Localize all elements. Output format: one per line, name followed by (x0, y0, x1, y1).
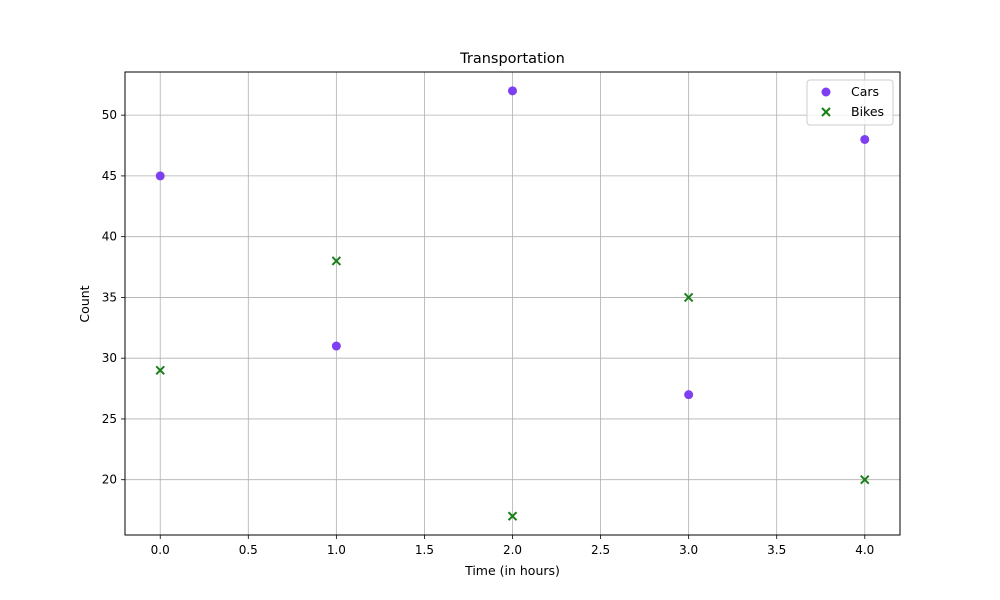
x-tick-label: 3.5 (767, 543, 786, 557)
y-tick-label: 40 (102, 230, 117, 244)
data-points (155, 86, 870, 521)
axes-frame (124, 71, 901, 536)
y-tick-label: 50 (102, 108, 117, 122)
x-tick-label: 2.5 (591, 543, 610, 557)
grid (125, 72, 900, 535)
legend-label-bikes: Bikes (851, 104, 884, 119)
series-bikes (155, 256, 870, 521)
bike-point (331, 256, 342, 266)
legend: Cars Bikes (806, 79, 894, 126)
x-tick-label: 4.0 (855, 543, 874, 557)
y-tick-label: 25 (102, 412, 117, 426)
x-tick-label: 2.0 (503, 543, 522, 557)
car-point (155, 171, 165, 181)
car-point (860, 134, 870, 144)
bike-point (683, 292, 694, 303)
x-tick-label: 3.0 (679, 543, 698, 557)
x-axis-title: Time (in hours) (464, 563, 560, 578)
car-point (331, 341, 341, 351)
y-tick-label: 30 (102, 351, 117, 365)
bike-point (507, 511, 518, 521)
y-tick-label: 20 (102, 473, 117, 487)
x-tick-label: 1.0 (327, 543, 346, 557)
y-axis-title: Count (77, 285, 92, 322)
chart-title: Transportation (459, 51, 565, 67)
bike-point (860, 475, 870, 485)
y-tick-label: 35 (102, 290, 117, 304)
bike-point (155, 365, 165, 376)
axis-ticks: 0.0 0.5 1.0 1.5 2.0 2.5 3.0 3.5 4.0 20 25 30 35 40 45 5… (102, 108, 875, 557)
x-tick-label: 1.5 (415, 543, 434, 557)
legend-marker-cars (821, 87, 831, 97)
legend-label-cars: Cars (851, 84, 879, 99)
x-tick-label: 0.5 (239, 543, 258, 557)
car-point (684, 390, 694, 400)
y-tick-label: 45 (102, 169, 117, 183)
x-tick-label: 0.0 (151, 543, 170, 557)
legend-marker-bikes (821, 107, 831, 117)
car-point (508, 86, 517, 96)
series-cars (155, 86, 870, 400)
